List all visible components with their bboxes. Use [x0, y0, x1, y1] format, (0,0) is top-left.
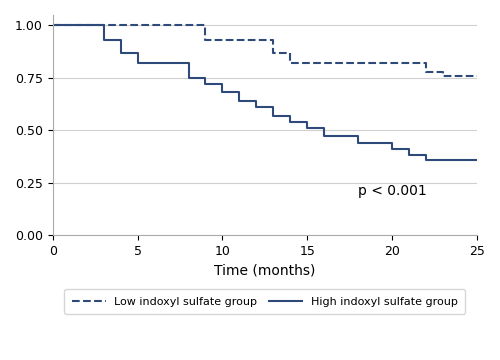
- Low indoxyl sulfate group: [270, 50, 276, 55]
- High indoxyl sulfate group: [457, 157, 463, 162]
- High indoxyl sulfate group: [406, 153, 412, 157]
- High indoxyl sulfate group: [50, 23, 56, 28]
- Text: p < 0.001: p < 0.001: [358, 184, 427, 198]
- High indoxyl sulfate group: [270, 113, 276, 118]
- Low indoxyl sulfate group: [423, 69, 429, 74]
- High indoxyl sulfate group: [389, 147, 395, 151]
- High indoxyl sulfate group: [236, 99, 242, 103]
- High indoxyl sulfate group: [423, 157, 429, 162]
- High indoxyl sulfate group: [474, 157, 480, 162]
- High indoxyl sulfate group: [440, 157, 446, 162]
- Line: Low indoxyl sulfate group: Low indoxyl sulfate group: [52, 26, 477, 76]
- High indoxyl sulfate group: [322, 134, 328, 139]
- Low indoxyl sulfate group: [440, 73, 446, 78]
- Low indoxyl sulfate group: [50, 23, 56, 28]
- Low indoxyl sulfate group: [457, 73, 463, 78]
- High indoxyl sulfate group: [355, 141, 361, 145]
- Low indoxyl sulfate group: [474, 73, 480, 78]
- High indoxyl sulfate group: [304, 126, 310, 130]
- High indoxyl sulfate group: [202, 82, 208, 86]
- Low indoxyl sulfate group: [406, 61, 412, 65]
- Low indoxyl sulfate group: [100, 23, 106, 28]
- High indoxyl sulfate group: [186, 76, 192, 80]
- High indoxyl sulfate group: [288, 120, 294, 124]
- X-axis label: Time (months): Time (months): [214, 263, 316, 277]
- Low indoxyl sulfate group: [202, 38, 208, 42]
- High indoxyl sulfate group: [100, 38, 106, 42]
- Low indoxyl sulfate group: [254, 38, 260, 42]
- High indoxyl sulfate group: [254, 105, 260, 109]
- High indoxyl sulfate group: [134, 61, 140, 65]
- Line: High indoxyl sulfate group: High indoxyl sulfate group: [52, 26, 477, 159]
- Low indoxyl sulfate group: [288, 61, 294, 65]
- Legend: Low indoxyl sulfate group, High indoxyl sulfate group: Low indoxyl sulfate group, High indoxyl …: [64, 289, 466, 314]
- High indoxyl sulfate group: [118, 50, 124, 55]
- High indoxyl sulfate group: [220, 90, 226, 95]
